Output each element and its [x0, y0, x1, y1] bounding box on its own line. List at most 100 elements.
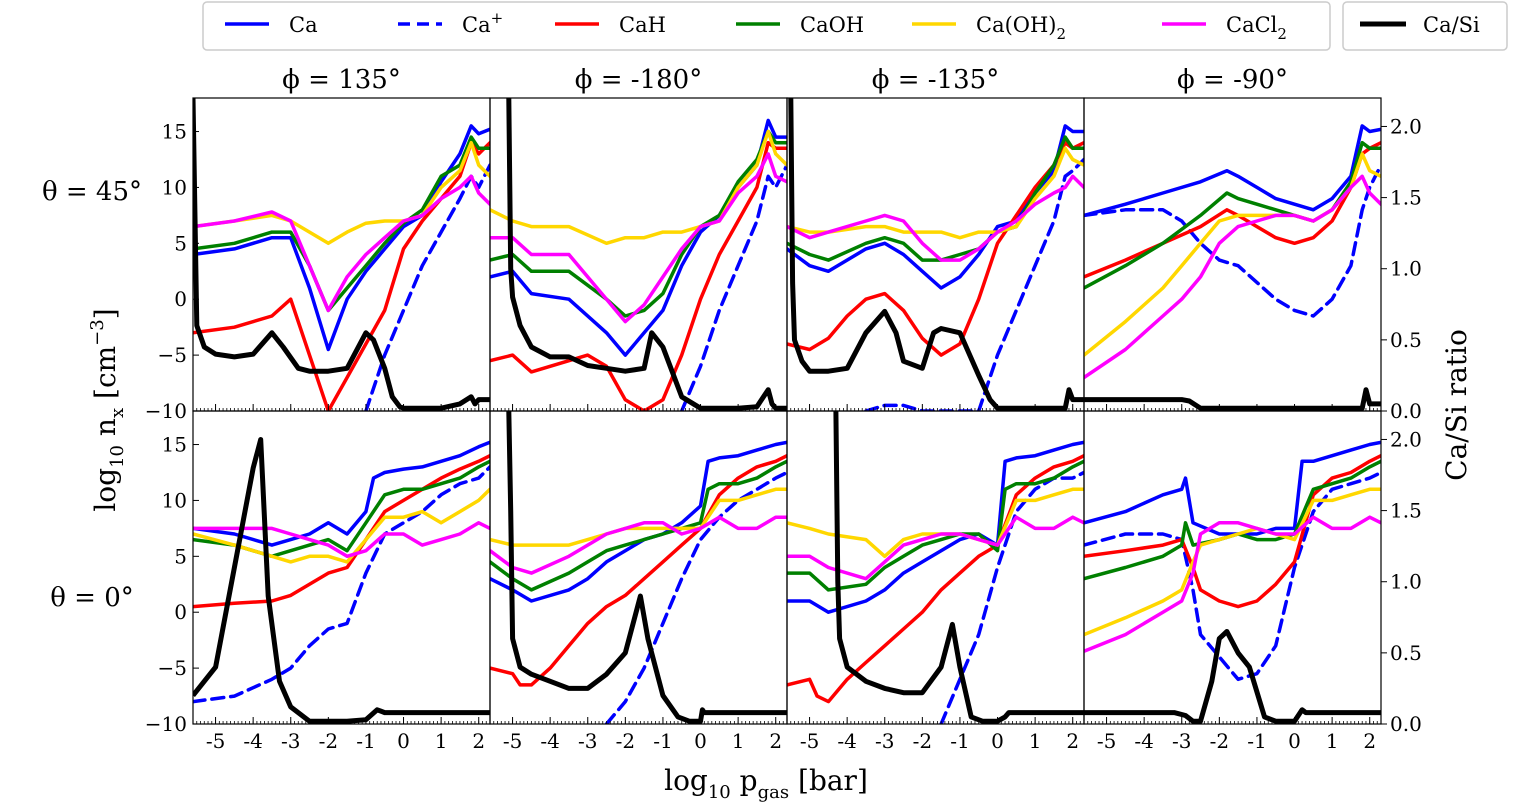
series-cah-line — [787, 453, 1084, 704]
y-tick-label: 0 — [174, 600, 187, 624]
legend-label: Ca(OH)2 — [976, 13, 1066, 43]
series-cah-line — [1084, 453, 1381, 609]
x-tick-label: 2 — [1363, 729, 1376, 753]
x-tick-label: -3 — [578, 729, 597, 753]
x-tick-label: -4 — [243, 729, 262, 753]
series-caoh-line — [193, 135, 490, 313]
y2-tick-label: 1.0 — [1390, 257, 1422, 281]
y2-tick-label: 0.5 — [1390, 641, 1422, 665]
panel-r1-c2: -5 -4 -3 -2 -1 0 1 2 — [786, 410, 1085, 753]
x-tick-label: 0 — [1288, 729, 1301, 753]
y2-tick-label: 0.5 — [1390, 328, 1422, 352]
x-tick-label: 1 — [732, 729, 745, 753]
y-tick-label: 5 — [174, 231, 187, 255]
legend-label: CaOH — [800, 13, 864, 37]
x-tick-label: -1 — [356, 729, 375, 753]
series-cacl2-line — [787, 515, 1084, 581]
x-tick-label: 1 — [1029, 729, 1042, 753]
series-cacl2-line — [787, 174, 1084, 262]
x-axis-label: log10 pgas [bar] — [664, 764, 868, 803]
y2-tick-label: 2.0 — [1390, 114, 1422, 138]
series-ca-oh-2-line — [1084, 152, 1381, 357]
series-ca-si-ratio-line — [833, 411, 1084, 724]
series-ca-line — [679, 163, 787, 411]
x-tick-label: -1 — [950, 729, 969, 753]
column-header-3: ϕ = -90° — [1177, 65, 1288, 95]
y-tick-label: 15 — [162, 120, 187, 144]
series-ca-line — [864, 157, 1084, 411]
x-tick-label: 0 — [694, 729, 707, 753]
x-tick-label: -2 — [319, 729, 338, 753]
y-tick-label: 10 — [162, 175, 187, 199]
x-tick-label: -4 — [540, 729, 559, 753]
x-tick-label: 0 — [397, 729, 410, 753]
x-tick-label: -2 — [913, 729, 932, 753]
x-tick-label: 1 — [435, 729, 448, 753]
panel-frame — [192, 97, 491, 412]
series-caoh-line — [787, 459, 1084, 592]
panel-r1-c0: -5 -4 -3 -2 -1 0 1 2 15 10 5 0 −5 −10 — [145, 410, 491, 753]
x-tick-label: -3 — [281, 729, 300, 753]
legend-label: CaCl2 — [1226, 13, 1287, 43]
x-tick-label: -3 — [875, 729, 894, 753]
row-header-1: θ = 0° — [50, 583, 134, 613]
legend-entry-4: Ca(OH)2 — [912, 13, 1066, 43]
series-ca-line — [193, 440, 490, 547]
y-tick-label: −5 — [158, 656, 187, 680]
y-tick-label: −5 — [158, 343, 187, 367]
x-tick-label: 0 — [991, 729, 1004, 753]
y2-tick-label: 1.0 — [1390, 570, 1422, 594]
panel-r0-c1 — [489, 97, 788, 412]
y-tick-label: 15 — [162, 433, 187, 457]
series-ca-si-ratio-line — [506, 98, 787, 411]
series-ca-oh-2-line — [490, 129, 787, 246]
x-tick-label: -4 — [837, 729, 856, 753]
y-tick-label: 0 — [174, 287, 187, 311]
series-ca-line — [490, 440, 787, 603]
x-tick-label: -2 — [616, 729, 635, 753]
axis-text-layer: log10 pgas [bar] log10 nx [cm−3] Ca/Si r… — [87, 308, 1473, 803]
legend: Ca Ca+ CaH CaOH Ca(OH)2 CaCl2 Ca/Si — [202, 1, 1508, 51]
ratio-legend-box — [1342, 1, 1508, 51]
panel-r0-c3: 2.0 1.5 1.0 0.5 0.0 — [1083, 97, 1422, 423]
series-ca-si-ratio-line — [193, 98, 490, 411]
y-tick-label: 5 — [174, 544, 187, 568]
series-ca-si-ratio-line — [1084, 629, 1381, 724]
y2-tick-label: 1.5 — [1390, 499, 1422, 523]
legend-label: Ca — [289, 13, 318, 37]
x-tick-label: 2 — [472, 729, 485, 753]
series-caoh-line — [1084, 140, 1381, 290]
secondary-y-axis-label: Ca/Si ratio — [1440, 329, 1473, 481]
x-tick-label: -2 — [1210, 729, 1229, 753]
series-ca-line — [1084, 470, 1381, 682]
x-tick-label: -1 — [1247, 729, 1266, 753]
series-cacl2-line — [1084, 515, 1381, 654]
y-tick-label: −10 — [145, 712, 187, 736]
panel-r1-c1: -5 -4 -3 -2 -1 0 1 2 — [489, 410, 788, 753]
legend-entry-0: Ca — [225, 13, 318, 37]
x-tick-label: 2 — [769, 729, 782, 753]
panel-r0-c0: 15 10 5 0 −5 −10 — [145, 97, 491, 423]
series-ca-line — [787, 440, 1084, 614]
panel-r1-c3: -5 -4 -3 -2 -1 0 1 2 2.0 1.5 1.0 0.5 0.0 — [1083, 410, 1422, 753]
series-cacl2-line — [1084, 174, 1381, 380]
legend-entry-5: CaCl2 — [1162, 13, 1287, 43]
x-tick-label: -5 — [1097, 729, 1116, 753]
legend-label: Ca+ — [462, 9, 503, 37]
series-ca-si-ratio-line — [193, 437, 490, 724]
column-header-0: ϕ = 135° — [282, 65, 401, 95]
legend-entry-1: Ca+ — [398, 9, 503, 37]
series-cah-line — [787, 140, 1084, 357]
row-header-0: θ = 45° — [42, 177, 142, 207]
series-ca-line — [1084, 124, 1381, 218]
x-tick-label: -1 — [653, 729, 672, 753]
series-ca-oh-2-line — [490, 487, 787, 547]
x-tick-label: -4 — [1134, 729, 1153, 753]
y-tick-label: −10 — [145, 399, 187, 423]
series-ca-line — [604, 470, 787, 724]
series-caoh-line — [193, 459, 490, 559]
x-tick-label: -5 — [206, 729, 225, 753]
x-tick-label: -5 — [800, 729, 819, 753]
y-tick-label: 10 — [162, 488, 187, 512]
